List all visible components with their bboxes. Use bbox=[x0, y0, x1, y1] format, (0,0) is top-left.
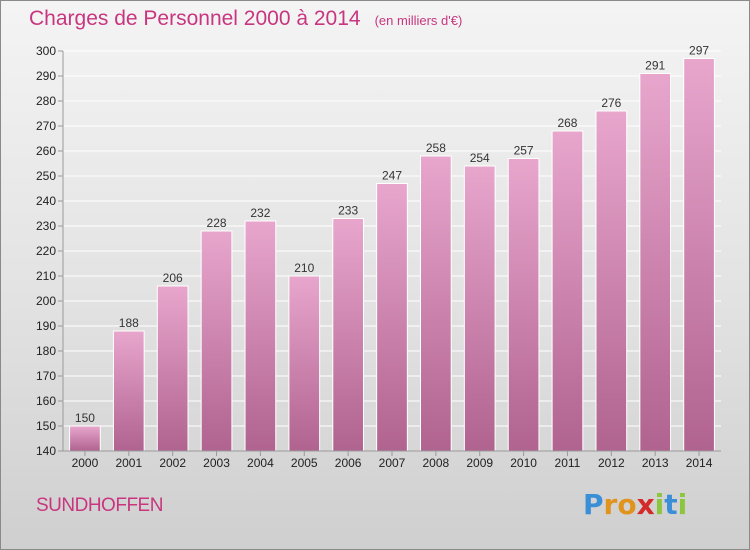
x-tick-label-2008: 2008 bbox=[423, 456, 450, 470]
bar-2012 bbox=[595, 110, 628, 452]
x-tick-label-2013: 2013 bbox=[642, 456, 669, 470]
x-tick-label-2006: 2006 bbox=[335, 456, 362, 470]
y-tick-label: 210 bbox=[36, 269, 56, 283]
bar-2004 bbox=[244, 220, 277, 452]
data-label-2002: 206 bbox=[163, 271, 183, 285]
data-label-2010: 257 bbox=[514, 144, 534, 158]
logo-letter: i bbox=[677, 488, 688, 521]
y-tick-label: 200 bbox=[36, 294, 56, 308]
logo-letter: t bbox=[664, 488, 678, 521]
y-tick-label: 170 bbox=[36, 369, 56, 383]
x-tick-label-2001: 2001 bbox=[115, 456, 142, 470]
y-tick-label: 290 bbox=[36, 69, 56, 83]
y-tick-label: 190 bbox=[36, 319, 56, 333]
bar-2013 bbox=[639, 73, 672, 452]
y-tick-label: 180 bbox=[36, 344, 56, 358]
data-label-2012: 276 bbox=[601, 96, 621, 110]
logo-letter: i bbox=[654, 488, 665, 521]
logo-letter: P bbox=[583, 488, 604, 521]
x-tick-label-2011: 2011 bbox=[555, 456, 581, 470]
proxiti-logo[interactable]: Proxiti bbox=[583, 488, 687, 521]
x-tick-label-2004: 2004 bbox=[247, 456, 274, 470]
data-label-2006: 233 bbox=[338, 204, 358, 218]
data-label-2001: 188 bbox=[119, 316, 139, 330]
x-tick-label-2009: 2009 bbox=[466, 456, 493, 470]
x-tick-label-2007: 2007 bbox=[379, 456, 406, 470]
data-label-2000: 150 bbox=[75, 411, 95, 425]
data-label-2003: 228 bbox=[207, 216, 227, 230]
bar-2008 bbox=[420, 155, 452, 452]
bar-2001 bbox=[112, 330, 145, 452]
y-tick-label: 160 bbox=[36, 394, 56, 408]
data-label-2008: 258 bbox=[426, 141, 446, 155]
x-tick-label-2012: 2012 bbox=[598, 456, 625, 470]
data-label-2013: 291 bbox=[645, 59, 665, 73]
bars: 150 188 206 228 232 210 233 247 258 254 257 268 276 2… bbox=[69, 44, 715, 452]
y-tick-label: 300 bbox=[36, 44, 56, 58]
logo-letter: r bbox=[603, 488, 618, 521]
data-label-2011: 268 bbox=[557, 116, 577, 130]
data-label-2009: 254 bbox=[470, 151, 490, 165]
bar-2011 bbox=[551, 130, 584, 452]
bar-2002 bbox=[156, 285, 189, 452]
bar-2007 bbox=[376, 183, 408, 452]
y-tick-label: 240 bbox=[36, 194, 56, 208]
y-tick-label: 140 bbox=[36, 444, 56, 458]
chart-subtitle: (en milliers d'€) bbox=[374, 13, 463, 28]
x-tick-label-2005: 2005 bbox=[291, 456, 318, 470]
y-tick-label: 250 bbox=[36, 169, 56, 183]
bar-2014 bbox=[683, 58, 715, 452]
bar-2003 bbox=[200, 230, 233, 452]
logo-letter: o bbox=[617, 488, 637, 521]
data-label-2007: 247 bbox=[382, 169, 402, 183]
y-tick-label: 230 bbox=[36, 219, 56, 233]
chart-title: Charges de Personnel 2000 à 2014 (en mill… bbox=[29, 7, 462, 31]
bar-2009 bbox=[463, 165, 496, 452]
bar-2005 bbox=[288, 275, 321, 452]
data-label-2005: 210 bbox=[294, 261, 314, 275]
bar-2010 bbox=[507, 158, 540, 452]
x-tick-label-2010: 2010 bbox=[510, 456, 537, 470]
y-tick-label: 220 bbox=[36, 244, 56, 258]
data-label-2014: 297 bbox=[689, 44, 709, 58]
x-tick-label-2014: 2014 bbox=[686, 456, 713, 470]
data-label-2004: 232 bbox=[250, 206, 270, 220]
chart-title-text: Charges de Personnel 2000 à 2014 bbox=[29, 7, 361, 30]
x-tick-label-2000: 2000 bbox=[72, 456, 99, 470]
axes: 140 150 160 170 180 190 200 210 220 230 240 250 260 2… bbox=[36, 44, 721, 470]
bar-2000 bbox=[69, 425, 101, 452]
logo-letter: x bbox=[636, 488, 655, 521]
x-tick-label-2003: 2003 bbox=[203, 456, 230, 470]
y-tick-label: 270 bbox=[36, 119, 56, 133]
bar-2006 bbox=[332, 218, 364, 452]
x-tick-label-2002: 2002 bbox=[159, 456, 186, 470]
y-tick-label: 280 bbox=[36, 94, 56, 108]
y-tick-label: 150 bbox=[36, 419, 56, 433]
y-tick-label: 260 bbox=[36, 144, 56, 158]
place-name: SUNDHOFFEN bbox=[36, 495, 163, 516]
